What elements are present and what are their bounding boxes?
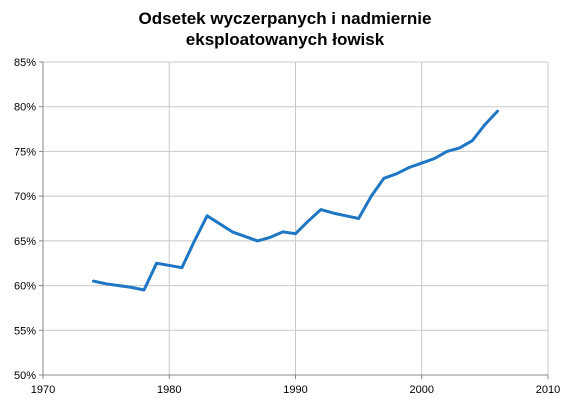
y-tick-label: 80% [14,102,36,114]
data-point [458,146,461,150]
data-point [496,110,499,113]
data-point [445,150,449,153]
grid-lines [43,61,549,376]
data-point [269,236,272,239]
data-point [319,208,322,211]
chart-title: Odsetek wyczerpanych i nadmiernie eksplo… [0,8,570,50]
data-point [420,161,423,165]
y-tick-label: 65% [14,236,36,248]
chart-title-line-2: eksploatowanych łowisk [185,30,385,49]
y-tick-label: 50% [14,370,36,382]
data-point [193,239,196,243]
y-tick-label: 70% [14,191,36,203]
x-tick-label: 2000 [410,384,434,396]
chart-title-line-1: Odsetek wyczerpanych i nadmiernie [138,9,432,28]
data-point [142,288,146,292]
data-point [357,217,360,220]
data-point [92,279,95,283]
data-point [370,194,373,198]
data-point [382,177,386,180]
data-point [155,262,158,265]
data-point [205,214,209,217]
data-point [281,230,285,234]
axes [39,61,549,379]
data-point [130,286,133,289]
x-tick-label: 1970 [31,384,55,396]
data-point [471,139,474,142]
series-line [92,109,499,292]
data-point [332,211,335,215]
data-point [231,230,234,234]
data-point [344,214,348,217]
x-tick-label: 1980 [157,384,181,396]
data-point [256,239,259,243]
data-point [483,123,487,126]
data-point [294,232,297,235]
data-point [433,157,436,160]
data-point [395,172,398,175]
x-tick-label: 2010 [536,384,560,396]
data-point [104,282,108,285]
x-tick-label: 1990 [283,384,307,396]
y-tick-label: 75% [14,146,36,158]
y-tick-label: 85% [14,57,36,69]
x-axis-tick-labels: 1970 1980 1990 2000 2010 [31,384,560,396]
data-point [180,266,184,269]
data-point [407,166,411,169]
y-axis-tick-labels: 50% 55% 60% 65% 70% 75% 80% 85% [14,57,36,382]
y-tick-label: 60% [14,281,36,293]
data-point [117,284,121,287]
series-group [92,109,499,292]
data-point [306,220,310,223]
y-tick-label: 55% [14,325,36,337]
